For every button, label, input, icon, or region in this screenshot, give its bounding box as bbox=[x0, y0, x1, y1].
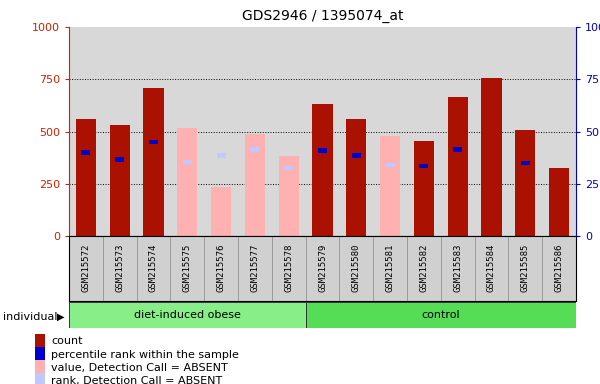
Bar bbox=[250, 147, 259, 152]
Text: GSM215575: GSM215575 bbox=[183, 244, 192, 292]
Bar bbox=[35, 360, 46, 376]
Text: GSM215573: GSM215573 bbox=[115, 244, 124, 292]
Text: GSM215582: GSM215582 bbox=[419, 244, 428, 292]
Text: GSM215583: GSM215583 bbox=[453, 244, 462, 292]
Text: GSM215579: GSM215579 bbox=[318, 244, 327, 292]
Bar bbox=[419, 164, 428, 168]
Bar bbox=[313, 104, 332, 236]
Bar bbox=[35, 347, 46, 362]
Bar bbox=[352, 153, 361, 158]
Text: count: count bbox=[51, 336, 83, 346]
Bar bbox=[386, 163, 395, 167]
Text: ▶: ▶ bbox=[58, 312, 65, 322]
Bar bbox=[82, 150, 91, 155]
Text: diet-induced obese: diet-induced obese bbox=[134, 310, 241, 320]
Bar bbox=[177, 128, 197, 236]
Bar bbox=[481, 78, 502, 236]
Text: GSM215578: GSM215578 bbox=[284, 244, 293, 292]
Text: GSM215585: GSM215585 bbox=[521, 244, 530, 292]
Text: GSM215586: GSM215586 bbox=[554, 244, 563, 292]
Bar bbox=[211, 187, 231, 236]
Bar bbox=[453, 147, 462, 152]
Text: GSM215574: GSM215574 bbox=[149, 244, 158, 292]
Bar bbox=[183, 160, 192, 164]
Bar bbox=[549, 168, 569, 236]
Text: individual: individual bbox=[3, 312, 58, 322]
Bar bbox=[149, 140, 158, 144]
Bar bbox=[278, 156, 299, 236]
Bar bbox=[115, 157, 124, 162]
Bar bbox=[380, 136, 400, 236]
Bar bbox=[521, 161, 530, 165]
Text: GSM215577: GSM215577 bbox=[250, 244, 259, 292]
Text: GSM215581: GSM215581 bbox=[386, 244, 395, 292]
Bar bbox=[414, 141, 434, 236]
Bar bbox=[284, 166, 293, 170]
Title: GDS2946 / 1395074_at: GDS2946 / 1395074_at bbox=[242, 9, 403, 23]
Text: GSM215580: GSM215580 bbox=[352, 244, 361, 292]
Text: value, Detection Call = ABSENT: value, Detection Call = ABSENT bbox=[51, 363, 228, 373]
Bar bbox=[35, 373, 46, 384]
Bar bbox=[448, 97, 468, 236]
Bar bbox=[318, 148, 327, 153]
Bar bbox=[515, 131, 535, 236]
Bar bbox=[245, 134, 265, 236]
Bar bbox=[305, 302, 576, 328]
Bar bbox=[346, 119, 367, 236]
Text: rank, Detection Call = ABSENT: rank, Detection Call = ABSENT bbox=[51, 376, 223, 384]
Bar bbox=[69, 302, 305, 328]
Bar bbox=[217, 153, 226, 158]
Bar bbox=[76, 119, 96, 236]
Text: percentile rank within the sample: percentile rank within the sample bbox=[51, 350, 239, 360]
Text: GSM215584: GSM215584 bbox=[487, 244, 496, 292]
Text: GSM215572: GSM215572 bbox=[82, 244, 91, 292]
Text: control: control bbox=[421, 310, 460, 320]
Bar bbox=[110, 125, 130, 236]
Bar bbox=[143, 88, 164, 236]
Text: GSM215576: GSM215576 bbox=[217, 244, 226, 292]
Bar bbox=[35, 334, 46, 349]
